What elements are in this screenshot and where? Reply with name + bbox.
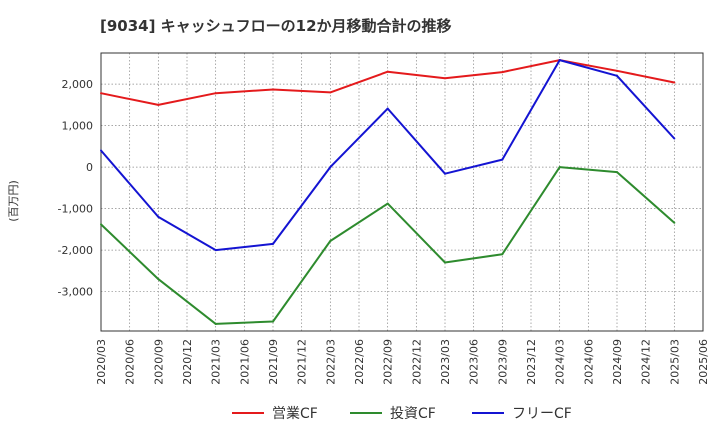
data-point [444, 172, 446, 175]
legend-label-1: 投資CF [390, 406, 436, 422]
y-axis-label: (百万円) [7, 180, 20, 222]
data-point [444, 77, 446, 80]
data-point [386, 70, 389, 73]
x-tick-label: 2023/09 [496, 339, 509, 385]
data-point [329, 91, 332, 94]
x-tick-label: 2021/12 [296, 339, 309, 385]
y-tick-label: -3,000 [58, 286, 93, 299]
data-point [272, 242, 274, 245]
data-point [386, 107, 389, 110]
x-tick-label: 2020/09 [152, 339, 165, 385]
data-point [214, 249, 217, 252]
x-tick-label: 2021/09 [267, 339, 280, 385]
x-tick-label: 2024/09 [611, 339, 624, 385]
data-point [100, 92, 102, 95]
data-point [673, 221, 676, 224]
series-lines [100, 59, 676, 325]
data-point [616, 69, 618, 72]
y-tick-label: -1,000 [58, 203, 93, 216]
data-point [501, 158, 504, 161]
data-point [157, 103, 160, 106]
x-tick-label: 2023/06 [468, 339, 481, 385]
data-point [444, 261, 446, 264]
data-point [558, 59, 561, 62]
x-tick-label: 2022/03 [324, 339, 337, 385]
x-tick-label: 2024/06 [582, 339, 595, 385]
data-point [501, 71, 504, 74]
x-tick-label: 2020/12 [181, 339, 194, 385]
data-point [100, 223, 102, 226]
y-tick-label: 1,000 [62, 120, 94, 133]
data-point [214, 92, 217, 95]
data-point [616, 171, 618, 174]
x-tick-label: 2024/12 [640, 339, 653, 385]
data-point [616, 74, 618, 77]
x-tick-label: 2022/06 [353, 339, 366, 385]
data-point [329, 239, 332, 242]
legend-label-2: フリーCF [512, 406, 572, 422]
x-tick-label: 2023/03 [439, 339, 452, 385]
x-tick-label: 2021/06 [238, 339, 251, 385]
data-point [272, 88, 274, 91]
plot-area [100, 52, 704, 332]
data-point [501, 253, 504, 256]
x-tick-label: 2023/12 [525, 339, 538, 385]
data-point [157, 278, 160, 281]
data-point [157, 215, 160, 218]
data-point [386, 202, 389, 205]
x-tick-label: 2022/09 [382, 339, 395, 385]
x-axis-ticks: 2020/03 2020/06 2020/09 2020/12 2021/03 2021/… [95, 339, 710, 385]
data-point [100, 149, 102, 152]
x-tick-label: 2020/06 [124, 339, 137, 385]
chart-title: [9034] キャッシュフローの12か月移動合計の推移 [100, 17, 452, 35]
y-tick-label: -2,000 [58, 244, 93, 257]
data-point [214, 322, 217, 325]
y-tick-label: 0 [86, 161, 93, 174]
y-tick-label: 2,000 [62, 78, 94, 91]
x-tick-label: 2020/03 [95, 339, 108, 385]
data-point [272, 320, 274, 323]
data-point [673, 137, 676, 140]
grid [101, 53, 703, 331]
data-point [558, 166, 561, 169]
data-point [329, 166, 332, 169]
x-tick-label: 2025/03 [668, 339, 681, 385]
legend-label-0: 営業CF [272, 406, 318, 422]
y-axis-ticks: 2,000 1,000 0 -1,000 -2,000 -3,000 [58, 78, 93, 298]
legend: 営業CF 投資CF フリーCF [232, 406, 572, 422]
x-tick-label: 2021/03 [210, 339, 223, 385]
data-point [673, 81, 676, 84]
x-tick-label: 2025/06 [697, 339, 710, 385]
x-tick-label: 2024/03 [554, 339, 567, 385]
x-tick-label: 2022/12 [410, 339, 423, 385]
